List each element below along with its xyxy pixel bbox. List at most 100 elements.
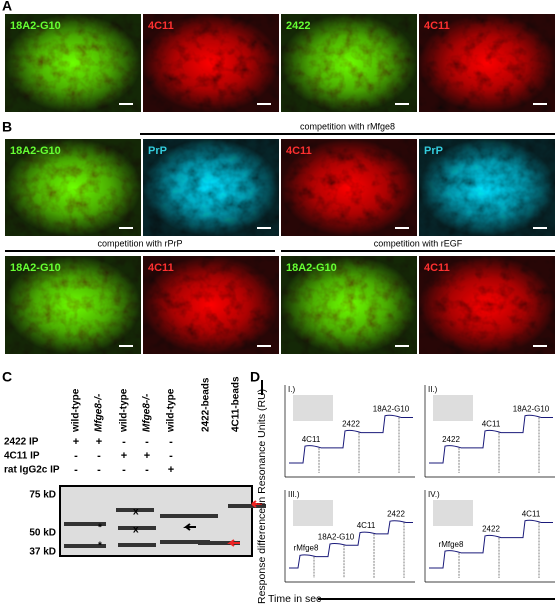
micrograph: 4C11	[143, 256, 279, 354]
image-signal	[5, 14, 141, 112]
image-signal	[281, 139, 417, 236]
lane-header: 4C11-beads	[231, 376, 242, 432]
arrow	[183, 523, 196, 531]
annotation: 2422	[342, 420, 360, 429]
image-label: 4C11	[148, 262, 174, 274]
annotation: 2422	[482, 525, 500, 534]
lane-header: Mfge8-/-	[94, 393, 105, 432]
sensorgram	[429, 519, 553, 569]
marker-label: 75 kD	[29, 490, 56, 501]
blot-mark: *	[98, 541, 102, 552]
competition-label: competition with rPrP	[97, 238, 182, 248]
band	[64, 544, 106, 548]
lane-header: 2422-beads	[201, 377, 212, 432]
band	[228, 504, 266, 508]
image-signal	[419, 256, 555, 354]
annotation: 4C11	[522, 510, 541, 519]
sign: -	[122, 436, 126, 448]
annotation: 18A2-G10	[318, 532, 355, 541]
lane-header: wild-type	[71, 388, 82, 433]
sign: -	[145, 464, 149, 476]
image-label: 2422	[286, 20, 310, 32]
row-label: rat IgG2c IP	[4, 465, 60, 476]
micrograph: 18A2-G10	[5, 256, 141, 354]
panel-letter: D	[250, 369, 260, 385]
band	[160, 514, 218, 518]
y-axis-label: Response difference in Resonance Units (…	[256, 389, 268, 604]
annotation: rMfge8	[294, 544, 319, 553]
panel-letter: B	[2, 119, 12, 135]
sign: +	[144, 450, 150, 462]
micrograph: 4C11	[143, 14, 279, 112]
subplot-label: III.)	[288, 490, 300, 499]
sign: -	[74, 450, 78, 462]
subplot-label: I.)	[288, 385, 295, 394]
micrograph: 18A2-G10	[5, 14, 141, 112]
image-label: 18A2-G10	[10, 145, 61, 157]
arrow	[227, 539, 240, 547]
micrograph: 4C11	[281, 139, 417, 236]
image-signal	[281, 256, 417, 354]
micrograph: 4C11	[419, 256, 555, 354]
schematic	[293, 395, 333, 421]
image-signal	[419, 14, 555, 112]
sign: -	[97, 464, 101, 476]
image-label: 4C11	[424, 20, 450, 32]
subplot-label: IV.)	[428, 490, 440, 499]
x-axis-label: Time in sec	[268, 593, 321, 605]
sign: +	[96, 436, 102, 448]
micrograph: 4C11	[419, 14, 555, 112]
lane-header: wild-type	[119, 388, 130, 433]
panel-letter: A	[2, 0, 12, 14]
image-label: 4C11	[424, 262, 450, 274]
lane-header: wild-type	[166, 388, 177, 433]
image-label: 4C11	[148, 20, 174, 32]
sign: -	[169, 450, 173, 462]
subplot-label: II.)	[428, 385, 438, 394]
annotation: 4C11	[302, 435, 321, 444]
image-label: 18A2-G10	[286, 262, 337, 274]
micrograph: PrP	[419, 139, 555, 236]
sensorgram	[289, 414, 413, 464]
image-signal	[281, 14, 417, 112]
image-signal	[143, 139, 279, 236]
sign: -	[97, 450, 101, 462]
blot-mark: x	[133, 525, 139, 536]
band	[118, 526, 156, 530]
row-label: 2422 IP	[4, 437, 39, 448]
image-signal	[5, 139, 141, 236]
micrograph: 2422	[281, 14, 417, 112]
sign: +	[121, 450, 127, 462]
image-label: PrP	[148, 145, 167, 157]
image-label: 4C11	[286, 145, 312, 157]
image-label: 18A2-G10	[10, 20, 61, 32]
sign: -	[122, 464, 126, 476]
marker-label: 50 kD	[29, 528, 56, 539]
arrow	[251, 500, 262, 508]
image-signal	[5, 256, 141, 354]
image-signal	[143, 14, 279, 112]
band	[198, 541, 240, 545]
annotation: 18A2-G10	[513, 405, 550, 414]
annotation: 18A2-G10	[373, 405, 410, 414]
image-signal	[419, 139, 555, 236]
band	[160, 540, 210, 544]
row-label: 4C11 IP	[4, 451, 40, 462]
image-label: PrP	[424, 145, 443, 157]
competition-label: competition with rMfge8	[300, 121, 395, 131]
marker-label: 37 kD	[29, 547, 56, 558]
band	[118, 543, 156, 547]
sign: +	[168, 464, 174, 476]
image-label: 18A2-G10	[10, 262, 61, 274]
annotation: 4C11	[482, 420, 501, 429]
micrograph: 18A2-G10	[281, 256, 417, 354]
band	[116, 508, 154, 512]
competition-label: competition with rEGF	[374, 238, 463, 248]
annotation: 4C11	[357, 521, 376, 530]
schematic	[293, 500, 333, 526]
sign: -	[169, 436, 173, 448]
sign: +	[73, 436, 79, 448]
schematic	[433, 395, 473, 421]
sensorgram	[289, 520, 413, 569]
blot-mark: x	[133, 507, 139, 518]
